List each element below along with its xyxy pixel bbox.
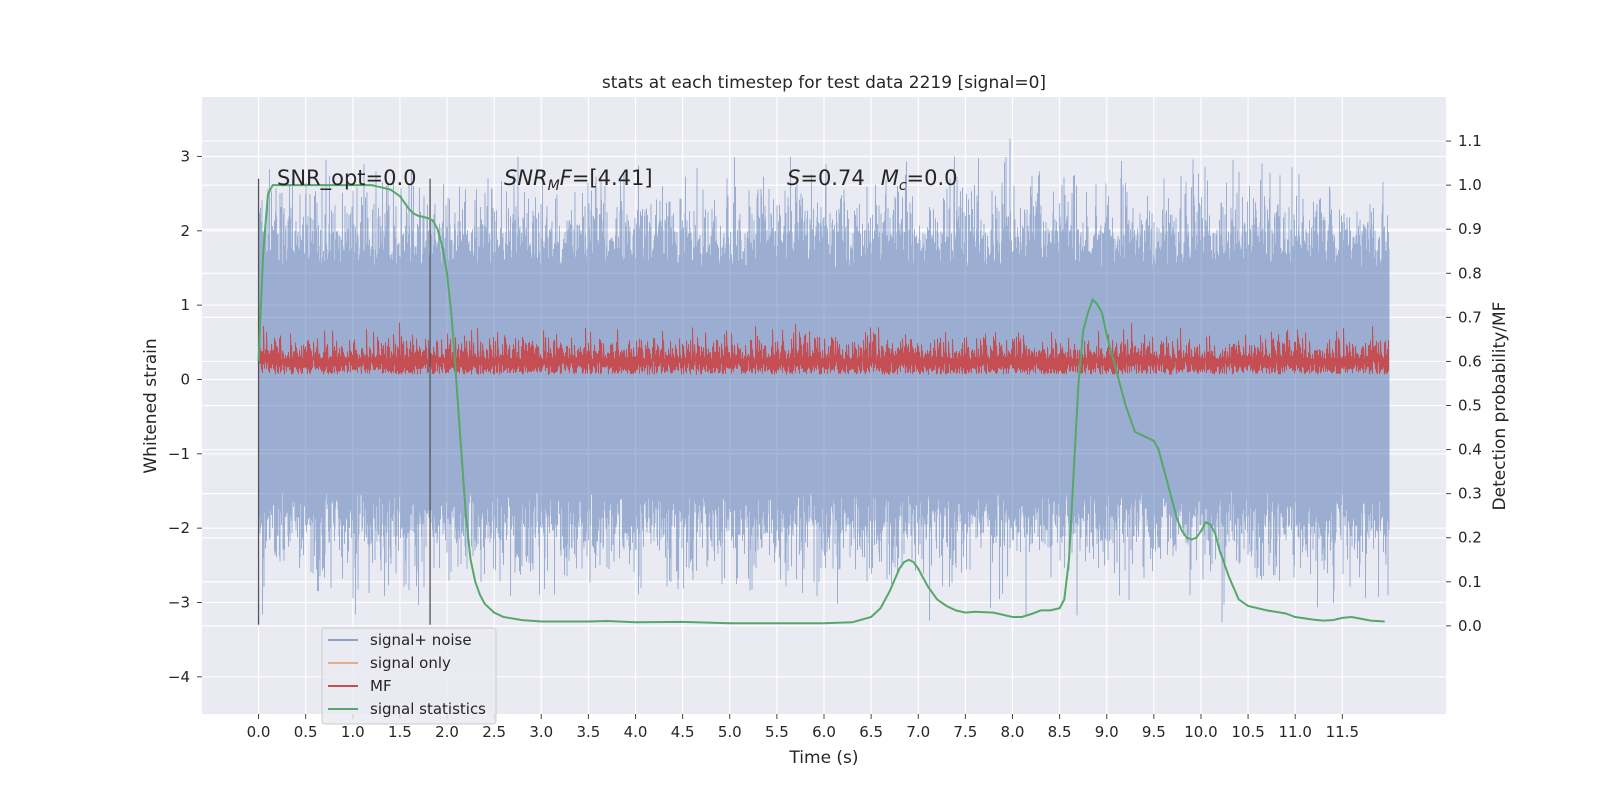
legend-label-mf: MF xyxy=(370,677,392,695)
y-right-tick-label: 0.5 xyxy=(1458,397,1482,415)
y-tick-label: 3 xyxy=(180,147,190,165)
x-tick-label: 6.5 xyxy=(859,723,883,741)
legend: signal+ noise signal only MF signal stat… xyxy=(321,627,497,725)
annotation-snr-mf: SNRMF=[4.41] xyxy=(504,166,653,194)
x-tick-label: 6.0 xyxy=(812,723,836,741)
s-value: =0.74 xyxy=(800,166,864,190)
x-tick-label: 2.5 xyxy=(482,723,506,741)
x-tick-label: 2.0 xyxy=(435,723,459,741)
mc-label: M xyxy=(881,166,899,190)
y-right-tick-label: 0.8 xyxy=(1458,264,1482,282)
x-tick-label: 8.0 xyxy=(1001,723,1025,741)
x-tick-label: 9.0 xyxy=(1095,723,1119,741)
y-axis-ticks: −4 −3 −2 −1 0 1 2 3 xyxy=(168,147,202,686)
s-label: S xyxy=(787,166,800,190)
chart-title: stats at each timestep for test data 221… xyxy=(602,73,1046,93)
y-tick-label: 2 xyxy=(180,222,190,240)
x-tick-label: 7.0 xyxy=(906,723,930,741)
x-tick-label: 4.5 xyxy=(671,723,695,741)
y-right-tick-label: 0.1 xyxy=(1458,573,1482,591)
mc-subscript: c xyxy=(899,178,907,194)
x-axis-label: Time (s) xyxy=(788,748,858,768)
annotation-s-mc: S=0.74 Mc=0.0 xyxy=(787,166,958,194)
y-tick-label: −2 xyxy=(168,519,190,537)
y-tick-label: 1 xyxy=(180,296,190,314)
y-axis-label: Whitened strain xyxy=(141,338,161,473)
x-tick-label: 0.5 xyxy=(294,723,318,741)
y-right-tick-label: 1.0 xyxy=(1458,176,1482,194)
x-tick-label: 3.5 xyxy=(576,723,600,741)
x-tick-label: 1.0 xyxy=(341,723,365,741)
y-right-tick-label: 0.0 xyxy=(1458,617,1482,635)
y-right-tick-label: 0.6 xyxy=(1458,352,1482,370)
x-tick-label: 0.0 xyxy=(247,723,271,741)
x-tick-label: 3.0 xyxy=(529,723,553,741)
x-tick-label: 1.5 xyxy=(388,723,412,741)
y-right-tick-label: 0.7 xyxy=(1458,308,1482,326)
y-right-axis-label: Detection probability/MF xyxy=(1490,302,1510,511)
mc-value: =0.0 xyxy=(907,166,958,190)
y-right-tick-label: 0.3 xyxy=(1458,485,1482,503)
y-right-tick-label: 1.1 xyxy=(1458,132,1482,150)
x-tick-label: 9.5 xyxy=(1142,723,1166,741)
snr-mf-mid: F xyxy=(560,166,573,190)
snr-mf-subscript: M xyxy=(548,178,560,194)
x-tick-label: 10.0 xyxy=(1184,723,1217,741)
x-tick-label: 7.5 xyxy=(953,723,977,741)
y-tick-label: −3 xyxy=(168,593,190,611)
legend-box xyxy=(321,627,497,725)
signal-statistics-series xyxy=(257,184,1385,625)
vertical-markers xyxy=(257,178,431,625)
y-right-tick-label: 0.2 xyxy=(1458,529,1482,547)
x-tick-label: 11.5 xyxy=(1326,723,1359,741)
annotation-snr-opt: SNR_opt=0.0 xyxy=(277,166,417,191)
x-tick-label: 8.5 xyxy=(1048,723,1072,741)
y-right-tick-label: 0.9 xyxy=(1458,220,1482,238)
x-tick-label: 11.0 xyxy=(1279,723,1312,741)
x-tick-label: 4.0 xyxy=(624,723,648,741)
y-right-axis-ticks: 0.0 0.1 0.2 0.3 0.4 0.5 0.6 0.7 0.8 0.9 1.0 1.1 xyxy=(1446,132,1482,635)
y-tick-label: −1 xyxy=(168,445,190,463)
x-tick-label: 5.0 xyxy=(718,723,742,741)
legend-label-signal-statistics: signal statistics xyxy=(370,700,486,718)
snr-mf-prefix: SNR xyxy=(504,166,548,190)
legend-label-signal-only: signal only xyxy=(370,654,451,672)
x-tick-label: 10.5 xyxy=(1231,723,1264,741)
mf-series xyxy=(258,322,1389,375)
y-right-tick-label: 0.4 xyxy=(1458,441,1482,459)
legend-label-signal-noise: signal+ noise xyxy=(370,631,472,649)
snr-mf-value: =[4.41] xyxy=(572,166,653,190)
x-axis-ticks: 0.0 0.5 1.0 1.5 2.0 2.5 3.0 3.5 4.0 4.5 5.0 5.5 6.0 6… xyxy=(247,714,1359,741)
signal-statistics-line xyxy=(257,184,1385,625)
y-tick-label: 0 xyxy=(180,370,190,388)
x-tick-label: 5.5 xyxy=(765,723,789,741)
mf-line xyxy=(258,322,1389,375)
y-tick-label: −4 xyxy=(168,668,190,686)
